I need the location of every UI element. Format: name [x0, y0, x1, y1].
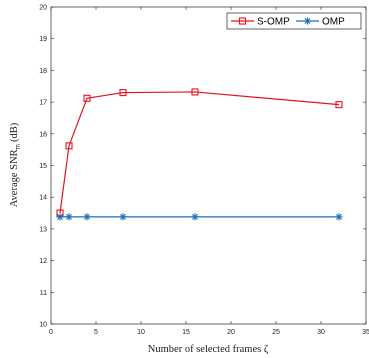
- y-tick-label: 13: [39, 226, 47, 233]
- series-line-s-omp: [59, 91, 340, 214]
- y-axis-title: Average SNRm(dB): [9, 122, 22, 207]
- x-tick-label: 0: [49, 329, 53, 336]
- y-tick-label: 17: [39, 100, 47, 107]
- x-tick-label: 25: [272, 329, 280, 336]
- y-axis-title-subscript: m: [14, 143, 22, 149]
- data-point-s-omp: [191, 88, 199, 96]
- axis-ticks: 0 5 10 15 20 25 30 35 10 11 12 13 14 15 16 17 18 19 20: [39, 5, 369, 337]
- legend-marker-s-omp: [238, 17, 247, 25]
- data-point-s-omp: [119, 89, 127, 97]
- y-tick-label: 14: [39, 195, 47, 202]
- legend-label-s-omp: S-OMP: [257, 17, 290, 28]
- data-point-s-omp: [65, 142, 73, 150]
- x-tick-label: 5: [94, 329, 98, 336]
- data-point-s-omp: [335, 101, 343, 109]
- data-point-omp: [56, 213, 64, 221]
- x-axis-title: Number of selected frames ζ: [148, 344, 269, 355]
- y-tick-label: 19: [39, 36, 47, 43]
- y-tick-label: 12: [39, 258, 47, 265]
- y-tick-label: 16: [39, 131, 47, 138]
- legend: S-OMP OMP: [226, 12, 362, 30]
- x-tick-label: 20: [227, 329, 235, 336]
- y-axis-title-main: Average SNR: [9, 149, 20, 207]
- data-point-omp: [65, 213, 73, 221]
- y-tick-label: 10: [39, 322, 47, 329]
- y-tick-label: 18: [39, 68, 47, 75]
- x-tick-label: 35: [362, 329, 369, 336]
- y-tick-label: 11: [40, 290, 47, 297]
- data-point-omp: [119, 213, 127, 221]
- y-axis-title-unit: (dB): [9, 122, 20, 142]
- y-tick-label: 20: [39, 5, 47, 12]
- legend-box: [226, 12, 362, 30]
- data-point-omp: [191, 213, 199, 221]
- x-tick-label: 15: [182, 329, 190, 336]
- data-point-omp: [335, 213, 343, 221]
- y-tick-label: 15: [39, 163, 47, 170]
- series-layer: [56, 88, 343, 221]
- plot-area: [50, 6, 367, 325]
- legend-asterisk: [303, 17, 312, 25]
- legend-label-omp: OMP: [322, 17, 345, 28]
- x-tick-label: 30: [317, 329, 325, 336]
- legend-marker-omp: [303, 17, 312, 25]
- x-tick-label: 10: [137, 329, 145, 336]
- data-point-s-omp: [83, 94, 91, 102]
- data-point-omp: [83, 213, 91, 221]
